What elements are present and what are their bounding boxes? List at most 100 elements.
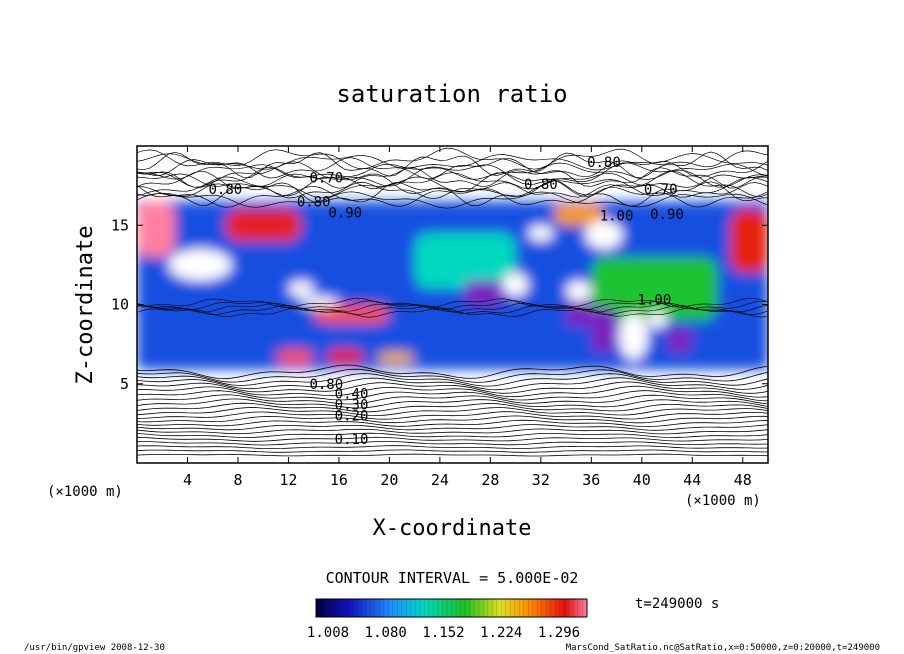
x-tick-label: 36: [582, 471, 600, 489]
contour-label: 1.00: [600, 209, 634, 225]
contour-line: [137, 449, 768, 453]
contour-label: 0.30: [335, 397, 369, 413]
contour-line: [137, 419, 768, 428]
contour-line: [137, 373, 768, 387]
contour-line: [137, 445, 768, 449]
contour-line: [137, 147, 768, 170]
contour-line: [137, 390, 768, 402]
contour-line: [137, 407, 768, 417]
contour-line: [137, 166, 768, 189]
contour-label: 0.70: [644, 182, 678, 198]
contour-line: [137, 172, 768, 190]
contour-line: [137, 191, 768, 209]
contour-label: 0.20: [335, 408, 369, 424]
contour-line: [137, 300, 768, 311]
x-tick-label: 12: [279, 471, 297, 489]
contour-label: 0.90: [650, 207, 684, 223]
contour-label: 0.80: [309, 377, 343, 393]
contour-label: 0.90: [328, 206, 362, 222]
x-tick-label: 8: [233, 471, 242, 489]
contour-line: [137, 170, 768, 198]
contour-line: [137, 368, 768, 383]
contour-line: [137, 381, 768, 394]
shaded-region: [137, 201, 175, 257]
footer-right: MarsCond_SatRatio.nc@SatRatio,x=0:50000,…: [566, 643, 880, 653]
contour-line: [137, 377, 768, 391]
unsaturated-hole: [288, 280, 314, 297]
shaded-region: [730, 209, 768, 273]
x-tick-label: 48: [734, 471, 752, 489]
violet-region: [566, 301, 592, 327]
x-unit-right: (×1000 m): [685, 493, 761, 509]
contour-line: [137, 441, 768, 446]
unsaturated-hole: [619, 312, 649, 360]
colorbar-tick-label: 1.080: [365, 625, 407, 641]
unsaturated-hole: [502, 272, 529, 297]
contour-label: 0.80: [587, 155, 621, 171]
contour-line: [137, 161, 768, 188]
colorbar-tick-label: 1.008: [307, 625, 349, 641]
violet-region: [591, 307, 617, 353]
contour-line: [137, 307, 768, 318]
contour-line: [137, 394, 768, 405]
contour-interval-label: CONTOUR INTERVAL = 5.000E-02: [326, 569, 579, 587]
colorbar-tick-label: 1.296: [538, 625, 580, 641]
chart-title: saturation ratio: [336, 80, 567, 108]
x-tick-label: 4: [183, 471, 192, 489]
colorbar-tick-label: 1.224: [480, 625, 522, 641]
footer-left: /usr/bin/gpview 2008-12-30: [24, 643, 165, 653]
contour-label: 0.10: [335, 432, 369, 448]
x-unit-left: (×1000 m): [47, 484, 123, 500]
contour-line: [137, 151, 768, 179]
shaded-region: [326, 348, 365, 364]
contour-label: 1.00: [638, 293, 672, 309]
contour-line: [137, 385, 768, 398]
unsaturated-hole: [566, 280, 592, 302]
colorbar-tick-label: 1.152: [422, 625, 464, 641]
x-tick-label: 40: [633, 471, 651, 489]
contour-line: [137, 453, 768, 457]
unsaturated-hole: [648, 310, 668, 329]
unsaturated-hole: [585, 220, 623, 250]
shaded-region: [553, 204, 604, 226]
x-tick-label: 16: [330, 471, 348, 489]
y-tick-label: 5: [120, 375, 129, 393]
x-axis-label: X-coordinate: [373, 516, 532, 541]
shaded-region: [225, 209, 302, 242]
x-tick-label: 32: [532, 471, 550, 489]
contour-line: [137, 415, 768, 424]
contour-line: [137, 411, 768, 420]
shaded-region: [414, 233, 516, 289]
contour-line: [137, 297, 768, 308]
x-tick-label: 20: [380, 471, 398, 489]
shaded-region: [591, 256, 718, 321]
contour-label: 0.40: [335, 386, 369, 402]
unsaturated-hole: [528, 225, 554, 242]
contour-label: 0.70: [309, 171, 343, 187]
unsaturated-hole: [168, 249, 232, 281]
x-tick-label: 24: [431, 471, 449, 489]
contour-label: 0.80: [524, 177, 558, 193]
contour-line: [137, 364, 768, 380]
violet-region: [465, 280, 503, 305]
colorbar: [315, 598, 588, 618]
shaded-region: [275, 348, 314, 365]
contour-line: [137, 157, 768, 180]
violet-region: [667, 328, 693, 353]
unsaturated-hole: [301, 296, 339, 308]
contour-line: [137, 176, 768, 199]
y-axis-label: Z-coordinate: [73, 226, 98, 385]
contour-label: 0.80: [208, 182, 242, 198]
contour-label: 0.80: [297, 194, 331, 210]
shaded-region: [376, 352, 415, 364]
y-tick-label: 15: [111, 216, 129, 234]
y-tick-label: 10: [111, 296, 129, 314]
x-tick-label: 44: [683, 471, 701, 489]
time-label: t=249000 s: [635, 596, 719, 612]
contour-line: [137, 432, 768, 438]
x-tick-label: 28: [481, 471, 499, 489]
contour-line: [137, 398, 768, 409]
contour-line: [137, 436, 768, 442]
contour-line: [137, 162, 768, 180]
